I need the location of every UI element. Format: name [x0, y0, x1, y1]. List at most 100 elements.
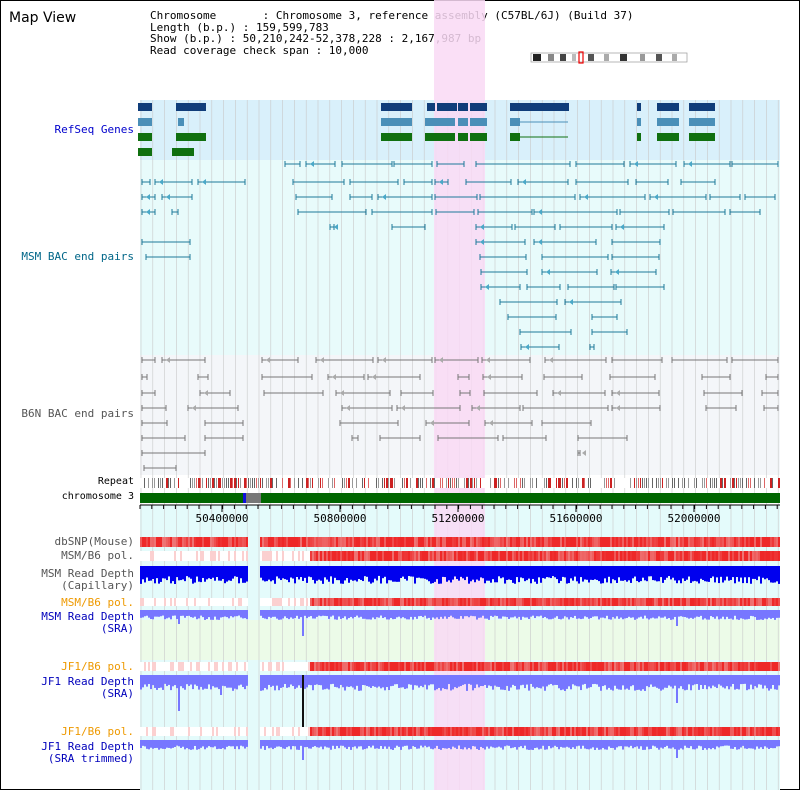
dbsnp-cell	[316, 537, 318, 547]
depth-bar-sra	[554, 610, 556, 618]
track-label-b6n-bac[interactable]: B6N BAC end pairs	[21, 407, 134, 420]
track-label-repeat[interactable]: Repeat	[97, 476, 134, 487]
pol-cell	[342, 727, 344, 736]
pol-cell	[332, 727, 334, 736]
depth-bar-capillary	[670, 566, 672, 580]
depth-bar-sra	[214, 610, 216, 617]
depth-bar-sra	[190, 610, 192, 618]
pol-cell	[450, 598, 452, 606]
track-label-refseq[interactable]: RefSeq Genes	[54, 123, 134, 136]
dbsnp-cell	[550, 537, 552, 547]
bac-end-arrow	[485, 284, 489, 290]
repeat-element	[662, 478, 663, 488]
pol-cell	[724, 598, 726, 606]
repeat-element	[222, 478, 223, 488]
track-label-chromosome[interactable]: chromosome 3	[61, 491, 134, 502]
pol-cell	[462, 598, 464, 606]
repeat-element	[148, 478, 149, 488]
pol-cell	[366, 598, 368, 606]
depth-bar-capillary	[338, 566, 340, 581]
pol-cell	[152, 727, 154, 736]
depth-bar-jf1-trimmed	[418, 740, 420, 749]
pol-cell	[482, 727, 484, 736]
depth-bar-jf1-trimmed	[546, 740, 548, 750]
pol-cell	[700, 662, 702, 671]
depth-bar-capillary	[556, 566, 558, 580]
pol-cell	[618, 727, 620, 736]
depth-bar-jf1	[554, 675, 556, 685]
pol-cell	[538, 551, 540, 561]
pol-cell	[348, 727, 350, 736]
pol-cell	[336, 727, 338, 736]
track-label-jf1-depth-sra[interactable]: JF1 Read Depth (SRA)	[41, 675, 134, 700]
pol-cell	[704, 727, 706, 736]
pol-cell	[310, 598, 312, 606]
track-label-msm-b6-pol-2[interactable]: MSM/B6 pol.	[61, 596, 134, 609]
pol-cell	[514, 598, 516, 606]
pol-cell	[370, 598, 372, 606]
pol-cell	[382, 551, 384, 561]
pol-cell	[348, 551, 350, 561]
track-label-msm-depth-sra[interactable]: MSM Read Depth (SRA)	[41, 610, 134, 635]
pol-cell	[708, 551, 710, 561]
depth-bar-capillary	[684, 566, 686, 581]
pol-cell	[160, 551, 162, 561]
depth-bar-jf1	[206, 675, 208, 689]
pol-cell	[364, 662, 366, 671]
pol-cell	[670, 551, 672, 561]
depth-bar-sra	[200, 610, 202, 616]
depth-bar-sra	[272, 610, 274, 617]
dbsnp-cell	[272, 537, 274, 547]
pol-cell	[164, 598, 166, 606]
depth-bar-capillary	[540, 566, 542, 583]
track-label-jf1-depth-trimmed[interactable]: JF1 Read Depth (SRA trimmed)	[41, 740, 134, 765]
depth-bar-capillary	[310, 566, 312, 578]
depth-bar-jf1	[322, 675, 324, 690]
depth-bar-jf1	[368, 675, 370, 687]
pol-cell	[728, 551, 730, 561]
dbsnp-cell	[332, 537, 334, 547]
pol-cell	[170, 662, 172, 671]
pol-cell	[662, 727, 664, 736]
depth-bar-capillary	[616, 566, 618, 583]
depth-bar-jf1-trimmed	[216, 740, 218, 750]
pol-cell	[614, 551, 616, 561]
dbsnp-cell	[722, 537, 724, 547]
pol-cell	[178, 551, 180, 561]
dbsnp-cell	[164, 537, 166, 547]
depth-bar-jf1-trimmed	[382, 740, 384, 749]
pol-cell	[572, 662, 574, 671]
depth-bar-capillary	[414, 566, 416, 584]
depth-bar-jf1	[286, 675, 288, 688]
pol-cell	[652, 662, 654, 671]
track-label-msm-bac[interactable]: MSM BAC end pairs	[21, 250, 134, 263]
track-label-jf1-b6-pol-2[interactable]: JF1/B6 pol.	[61, 725, 134, 738]
track-label-msm-depth-capillary[interactable]: MSM Read Depth (Capillary)	[41, 567, 134, 592]
pol-cell	[350, 551, 352, 561]
depth-bar-jf1-trimmed	[540, 740, 542, 749]
track-label-msm-b6-pol[interactable]: MSM/B6 pol.	[61, 549, 134, 562]
track-label-dbsnp[interactable]: dbSNP(Mouse)	[54, 535, 134, 548]
pol-cell	[702, 598, 704, 606]
pol-cell	[508, 551, 510, 561]
pol-cell	[542, 551, 544, 561]
depth-bar-jf1	[640, 675, 642, 691]
depth-bar-capillary	[352, 566, 354, 581]
pol-cell	[340, 598, 342, 606]
pol-cell	[768, 662, 770, 671]
track-label-jf1-b6-pol[interactable]: JF1/B6 pol.	[61, 660, 134, 673]
depth-bar-capillary	[350, 566, 352, 580]
pol-cell	[486, 551, 488, 561]
depth-bar-jf1-trimmed	[394, 740, 396, 748]
pol-cell	[362, 598, 364, 606]
depth-bar-capillary	[606, 566, 608, 583]
depth-bar-sra	[386, 610, 388, 620]
pol-cell	[218, 727, 220, 736]
dbsnp-cell	[562, 537, 564, 547]
depth-bar-capillary	[396, 566, 398, 582]
pol-cell	[464, 598, 466, 606]
depth-bar-sra	[750, 610, 752, 616]
dbsnp-cell	[506, 537, 508, 547]
depth-bar-jf1-trimmed-spike	[302, 740, 304, 760]
